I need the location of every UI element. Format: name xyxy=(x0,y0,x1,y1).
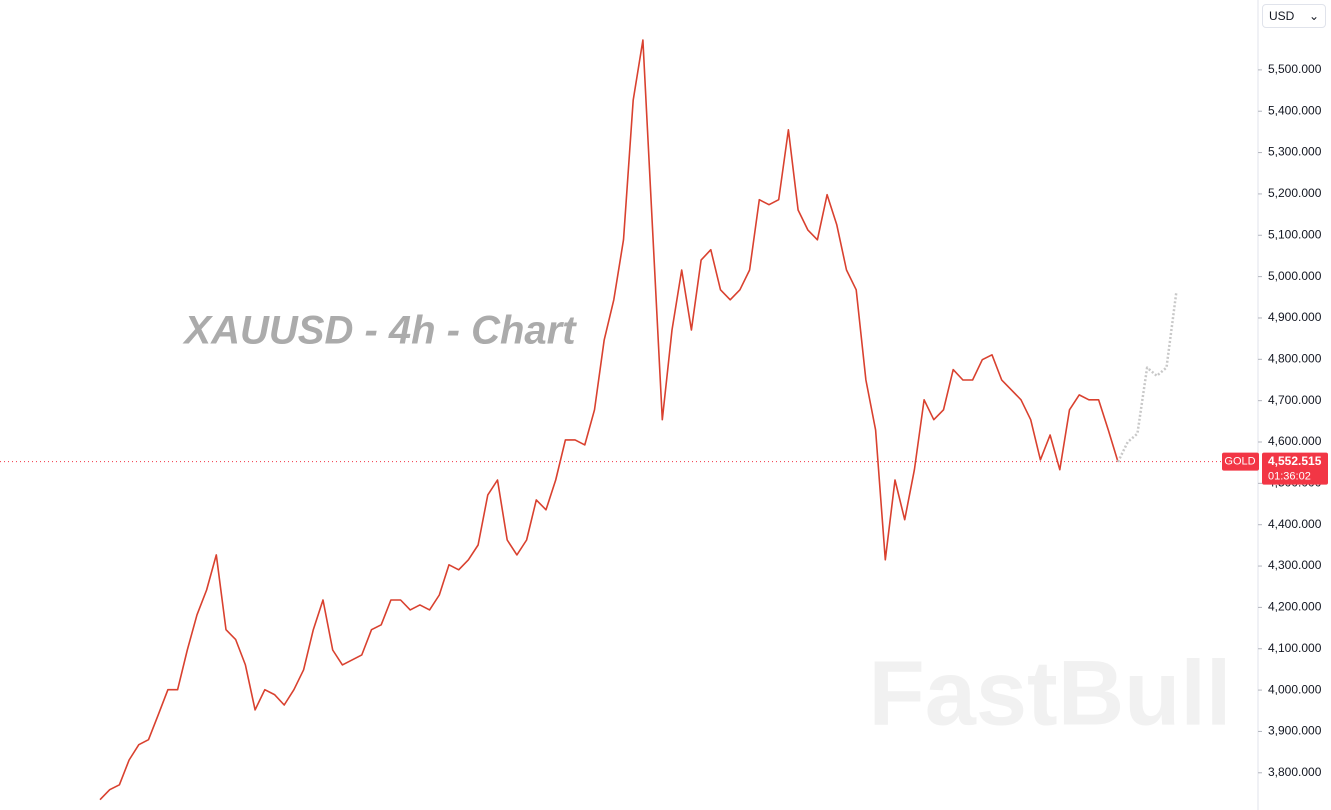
y-tick-label: 5,400.000 xyxy=(1268,103,1322,117)
chart-title: XAUUSD - 4h - Chart xyxy=(182,309,577,353)
forecast-line xyxy=(1116,293,1178,463)
y-tick-label: 4,900.000 xyxy=(1268,310,1322,324)
y-tick-label: 4,400.000 xyxy=(1268,517,1322,531)
y-tick-label: 4,800.000 xyxy=(1268,351,1322,365)
y-tick-label: 5,000.000 xyxy=(1268,269,1322,283)
y-tick-label: 4,000.000 xyxy=(1268,682,1322,696)
currency-select[interactable]: USD ⌄ xyxy=(1262,4,1326,28)
y-tick-label: 5,100.000 xyxy=(1268,227,1322,241)
countdown-label: 01:36:02 xyxy=(1268,471,1311,483)
y-tick-label: 5,300.000 xyxy=(1268,145,1322,159)
watermark: FastBull xyxy=(869,642,1232,744)
currency: USD xyxy=(1269,9,1295,23)
symbol-badge xyxy=(1222,452,1259,471)
chevron: ⌄ xyxy=(1308,9,1319,23)
y-tick-label: 3,900.000 xyxy=(1268,724,1322,738)
y-tick-label: 3,800.000 xyxy=(1268,765,1322,779)
price-label: 4,552.515 xyxy=(1268,454,1322,468)
price-badge xyxy=(1262,452,1328,485)
y-tick-label: 4,700.000 xyxy=(1268,393,1322,407)
y-tick-label: 5,500.000 xyxy=(1268,62,1322,76)
symbol-label: GOLD xyxy=(1224,456,1255,468)
y-tick-label: 5,200.000 xyxy=(1268,186,1322,200)
y-tick-label: 4,600.000 xyxy=(1268,434,1322,448)
y-tick-label: 4,100.000 xyxy=(1268,641,1322,655)
price-line-series xyxy=(99,39,1119,801)
y-tick-label: 4,300.000 xyxy=(1268,558,1322,572)
y-tick-label: 4,200.000 xyxy=(1268,600,1322,614)
